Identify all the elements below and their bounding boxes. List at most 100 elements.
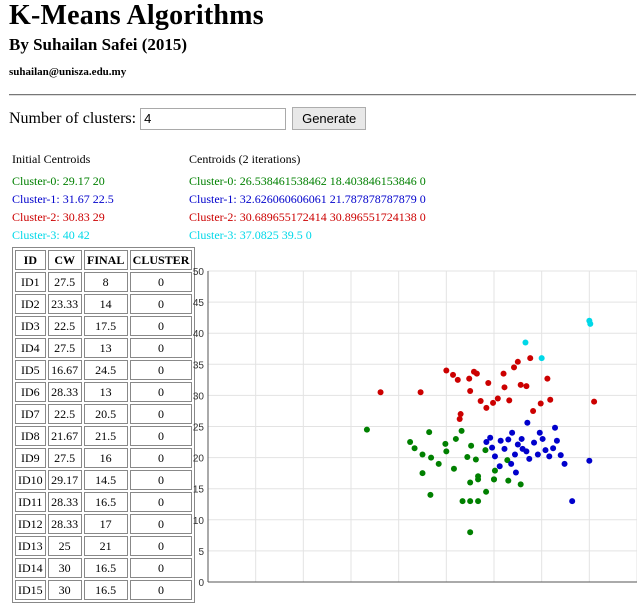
data-point-cluster-0 (472, 456, 479, 463)
centroid-3: Cluster-3: 37.0825 39.5 0 (189, 228, 312, 242)
data-table: ID CW FINAL CLUSTER ID1 27.5 8 0 ID2 23.33 14 0… (12, 247, 196, 603)
centroids-heading: Centroids (2 iterations) (189, 152, 301, 166)
page-title: K-Means Algorithms (9, 0, 264, 31)
data-point-cluster-2 (490, 399, 497, 406)
data-point-cluster-0 (504, 457, 511, 464)
cell-cluster: 0 (129, 514, 193, 534)
data-point-cluster-2 (466, 375, 473, 382)
cell-cluster: 0 (129, 360, 193, 380)
y-tick-label: 40 (193, 329, 205, 340)
data-point-cluster-0 (517, 481, 524, 488)
cell-id: ID10 (15, 470, 46, 490)
initial-centroid-1: Cluster-1: 31.67 22.5 (12, 192, 114, 206)
cell-cw: 22.5 (47, 404, 82, 424)
data-point-cluster-0 (428, 454, 435, 461)
data-point-cluster-0 (419, 451, 426, 458)
data-point-cluster-1 (539, 435, 546, 442)
y-tick-label: 10 (193, 516, 205, 527)
header-cw: CW (47, 250, 82, 270)
cell-cw: 29.17 (47, 470, 82, 490)
data-point-cluster-2 (485, 379, 492, 386)
table-row: ID9 27.5 16 0 (15, 448, 193, 468)
header-cluster: CLUSTER (129, 250, 193, 270)
cell-final: 24.5 (83, 360, 128, 380)
author-line: By Suhailan Safei (2015) (9, 35, 188, 54)
table-row: ID11 28.33 16.5 0 (15, 492, 193, 512)
data-point-cluster-2 (511, 364, 518, 371)
table-header-row: ID CW FINAL CLUSTER (15, 250, 193, 270)
data-point-cluster-1 (546, 453, 553, 460)
cell-id: ID8 (15, 426, 46, 446)
table-row: ID12 28.33 17 0 (15, 514, 193, 534)
data-point-cluster-2 (443, 367, 450, 374)
data-point-cluster-2 (477, 397, 484, 404)
cell-final: 16 (83, 448, 128, 468)
cell-cw: 16.67 (47, 360, 82, 380)
data-point-cluster-1 (526, 455, 533, 462)
data-point-cluster-2 (591, 398, 598, 405)
y-tick-label: 0 (198, 578, 204, 587)
data-point-cluster-0 (505, 477, 512, 484)
cell-cluster: 0 (129, 272, 193, 292)
cell-final: 21 (83, 536, 128, 556)
table-row: ID7 22.5 20.5 0 (15, 404, 193, 424)
cell-cluster: 0 (129, 316, 193, 336)
data-point-cluster-0 (475, 473, 482, 480)
table-row: ID8 21.67 21.5 0 (15, 426, 193, 446)
data-point-cluster-2 (500, 370, 507, 377)
data-point-cluster-1 (497, 437, 504, 444)
data-point-cluster-3 (587, 320, 594, 327)
cell-final: 16.5 (83, 580, 128, 600)
initial-centroids-heading: Initial Centroids (12, 152, 91, 166)
data-point-cluster-2 (457, 411, 464, 418)
data-point-cluster-1 (553, 437, 560, 444)
author-email: suhailan@unisza.edu.my (9, 66, 127, 78)
clusters-input[interactable] (140, 107, 287, 130)
centroid-0: Cluster-0: 26.538461538462 18.4038461538… (189, 174, 426, 188)
table-row: ID15 30 16.5 0 (15, 580, 193, 600)
cell-id: ID7 (15, 404, 46, 424)
y-tick-label: 20 (193, 454, 205, 465)
data-point-cluster-2 (483, 404, 490, 411)
cell-cw: 30 (47, 558, 82, 578)
data-point-cluster-0 (483, 488, 490, 495)
generate-button[interactable]: Generate (292, 107, 367, 130)
data-point-cluster-0 (482, 447, 489, 454)
y-tick-label: 45 (193, 298, 205, 309)
data-point-cluster-0 (426, 429, 433, 436)
data-point-cluster-1 (518, 435, 525, 442)
data-point-cluster-1 (524, 419, 531, 426)
data-point-cluster-2 (454, 376, 461, 383)
data-point-cluster-1 (487, 434, 494, 441)
data-point-cluster-1 (512, 469, 519, 476)
cell-final: 16.5 (83, 558, 128, 578)
cell-cw: 28.33 (47, 492, 82, 512)
data-point-cluster-2 (537, 400, 544, 407)
cell-cw: 28.33 (47, 514, 82, 534)
initial-centroid-2: Cluster-2: 30.83 29 (12, 210, 105, 224)
data-point-cluster-2 (417, 389, 424, 396)
data-point-cluster-0 (442, 440, 449, 447)
data-point-cluster-2 (517, 381, 524, 388)
cell-id: ID9 (15, 448, 46, 468)
data-point-cluster-2 (523, 383, 530, 390)
divider (9, 94, 636, 96)
cell-id: ID4 (15, 338, 46, 358)
clusters-form: Number of clusters: Generate (9, 107, 367, 130)
cell-final: 17 (83, 514, 128, 534)
data-point-cluster-0 (491, 467, 498, 474)
data-point-cluster-0 (411, 445, 418, 452)
data-point-cluster-2 (530, 407, 537, 414)
cell-cw: 27.5 (47, 448, 82, 468)
data-point-cluster-1 (508, 460, 515, 467)
cell-id: ID15 (15, 580, 46, 600)
cell-id: ID2 (15, 294, 46, 314)
cell-cw: 28.33 (47, 382, 82, 402)
data-point-cluster-0 (475, 498, 482, 505)
cell-cluster: 0 (129, 536, 193, 556)
cell-id: ID12 (15, 514, 46, 534)
data-point-cluster-2 (506, 397, 513, 404)
cell-cluster: 0 (129, 382, 193, 402)
data-point-cluster-0 (467, 498, 474, 505)
data-point-cluster-1 (509, 429, 516, 436)
